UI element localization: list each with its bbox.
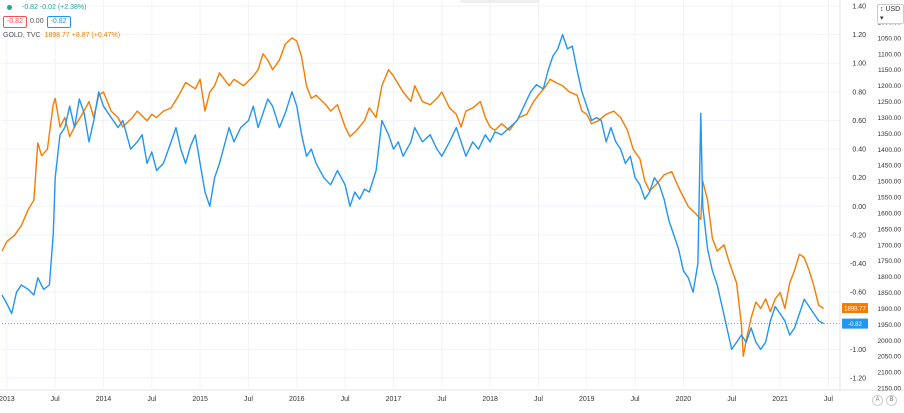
blue-last-badge	[842, 318, 868, 329]
scale-button-b-label: B	[889, 397, 894, 403]
scale-button-b[interactable]: B	[886, 395, 897, 406]
series1-change: -0.02 (+2.38%)	[39, 4, 87, 11]
x-axis-tick: 2019	[579, 396, 595, 403]
x-axis-tick: Jul	[51, 396, 60, 403]
inner-axis-tick: 1.00	[852, 61, 866, 68]
inner-axis-tick: 0.20	[852, 175, 866, 182]
x-axis-tick: Jul	[341, 396, 350, 403]
scale-button-a[interactable]: A	[872, 395, 883, 406]
outer-axis-tick: 2000.00	[878, 338, 902, 345]
correlation-series-line	[1, 33, 824, 351]
currency-selector[interactable]: ↕ USD ▾	[877, 4, 904, 24]
outer-axis-tick: 1150.00	[878, 67, 901, 74]
top-handle[interactable]	[460, 0, 540, 3]
gold-last-label: 1898.77	[844, 307, 866, 313]
outer-axis-tick: 1750.00	[878, 258, 902, 265]
outer-axis-tick: 1400.00	[878, 147, 902, 154]
outer-axis-tick: 1050.00	[878, 35, 902, 42]
inner-axis-tick: 1.40	[852, 4, 866, 11]
inner-axis-tick: 0.80	[852, 89, 866, 96]
blue-last-label: -0.82	[848, 322, 862, 328]
outer-axis-tick: 1700.00	[878, 242, 902, 249]
gold-change: +8.87 (+0.47%)	[71, 32, 121, 39]
x-axis-tick: 2018	[482, 396, 498, 403]
x-axis-tick: Jul	[824, 396, 833, 403]
outer-axis-tick: 1950.00	[878, 322, 902, 329]
inner-axis-tick: 1.20	[852, 32, 866, 39]
legend-row-3: GOLD, TVC 1898.77 +8.87 (+0.47%)	[3, 32, 120, 39]
outer-axis-tick: 1600.00	[878, 210, 902, 217]
inner-axis-tick: -1.20	[850, 376, 866, 383]
outer-axis-tick: 1100.00	[878, 51, 901, 58]
gold-last-badge	[842, 303, 868, 314]
x-axis-tick: 2016	[289, 396, 305, 403]
outer-axis-tick: 1800.00	[878, 274, 902, 281]
x-axis-tick: Jul	[631, 396, 640, 403]
gold-label: GOLD, TVC	[3, 32, 41, 39]
inner-axis-tick: -0.40	[850, 261, 866, 268]
inner-axis-tick: -0.20	[850, 232, 866, 239]
currency-label: USD	[885, 6, 901, 13]
x-axis-tick: 2015	[192, 396, 208, 403]
inner-axis-tick: 0.60	[852, 118, 866, 125]
outer-axis-tick: 1550.00	[878, 195, 902, 202]
outer-axis-tick: 1450.00	[878, 163, 902, 170]
gold-value: 1898.77	[44, 32, 70, 39]
inner-axis-tick: 0.00	[852, 204, 866, 211]
outer-axis-tick: 1300.00	[878, 115, 902, 122]
x-axis-tick: 2021	[772, 396, 788, 403]
outer-axis-tick: 2050.00	[878, 354, 902, 361]
value-box-right[interactable]: -0.82	[46, 16, 71, 28]
x-axis-tick: 2014	[96, 396, 112, 403]
outer-axis-tick: 1250.00	[878, 99, 902, 106]
outer-axis-tick: 1850.00	[878, 290, 902, 297]
outer-axis-tick: 1900.00	[878, 306, 902, 313]
inner-axis-tick: -1.00	[850, 347, 866, 354]
value-mid: 0.00	[29, 18, 44, 25]
scale-button-a-label: A	[875, 397, 880, 403]
x-axis-tick: 2013	[0, 396, 15, 403]
outer-axis-tick: 1650.00	[878, 226, 902, 233]
x-axis-tick: 2020	[676, 396, 692, 403]
outer-axis-tick: 1350.00	[878, 131, 902, 138]
outer-axis-tick: 1200.00	[878, 83, 902, 90]
legend-row-1: -0.82 -0.02 (+2.38%)	[7, 4, 86, 11]
outer-axis-tick: 2100.00	[878, 370, 902, 377]
gold-series-line	[1, 37, 824, 357]
inner-axis-tick: 0.40	[852, 147, 866, 154]
series1-value: -0.82	[22, 4, 38, 11]
x-axis-tick: Jul	[727, 396, 736, 403]
x-axis-tick: Jul	[437, 396, 446, 403]
outer-axis-tick: 1500.00	[878, 179, 902, 186]
outer-axis-tick: 2150.00	[878, 386, 902, 393]
x-axis-tick: Jul	[534, 396, 543, 403]
series-dot-icon	[7, 4, 12, 10]
value-box-left[interactable]: -0.82	[3, 16, 27, 28]
inner-axis-tick: -0.60	[850, 290, 866, 297]
x-axis-tick: Jul	[147, 396, 156, 403]
x-axis-tick: Jul	[244, 396, 253, 403]
x-axis-tick: 2017	[386, 396, 402, 403]
legend-row-2: -0.82 0.00 -0.82	[3, 16, 71, 28]
